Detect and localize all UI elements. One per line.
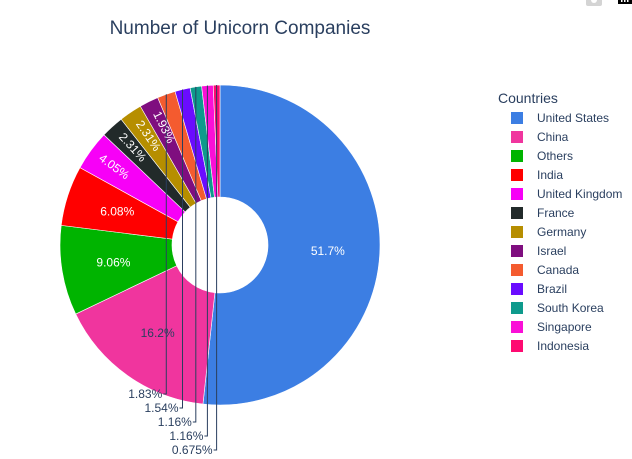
legend-label: United Kingdom: [537, 187, 622, 201]
legend-swatch: [511, 188, 523, 200]
legend-swatch: [511, 131, 523, 143]
legend-label: Singapore: [537, 320, 592, 334]
legend-swatch: [511, 321, 523, 333]
legend-item-germany[interactable]: Germany: [511, 225, 586, 239]
legend-label: Canada: [537, 263, 579, 277]
legend-item-others[interactable]: Others: [511, 149, 573, 163]
legend-label: China: [537, 130, 569, 144]
legend-label: Brazil: [537, 282, 567, 296]
legend-item-canada[interactable]: Canada: [511, 263, 579, 277]
legend-label: Indonesia: [537, 339, 589, 353]
slice-label-south-korea: 1.16%: [158, 415, 192, 429]
legend-item-india[interactable]: India: [511, 168, 563, 182]
legend-label: Israel: [537, 244, 566, 258]
legend-title: Countries: [498, 90, 558, 106]
legend-swatch: [511, 245, 523, 257]
slice-label-canada: 1.83%: [128, 387, 162, 401]
legend-label: India: [537, 168, 563, 182]
legend-label: France: [537, 206, 575, 220]
camera-icon[interactable]: [586, 0, 602, 6]
connector-singapore: [204, 85, 208, 437]
label-connectors: [163, 85, 218, 451]
legend-swatch: [511, 207, 523, 219]
legend-swatch: [511, 283, 523, 295]
legend-label: Germany: [537, 225, 586, 239]
pie-slices: [59, 84, 381, 406]
legend-item-brazil[interactable]: Brazil: [511, 282, 567, 296]
plotly-logo-icon[interactable]: [618, 0, 632, 4]
legend-item-france[interactable]: France: [511, 206, 575, 220]
slice-label-others: 9.06%: [96, 255, 130, 269]
legend-item-singapore[interactable]: Singapore: [511, 320, 592, 334]
legend-item-south-korea[interactable]: South Korea: [511, 301, 604, 315]
connector-canada: [163, 94, 167, 395]
chart-title: Number of Unicorn Companies: [110, 18, 371, 39]
legend: United States China Others India United King…: [511, 111, 622, 353]
slice-label-brazil: 1.54%: [144, 401, 178, 415]
slice-label-indonesia: 0.675%: [172, 443, 213, 454]
legend-item-israel[interactable]: Israel: [511, 244, 566, 258]
slice-label-united-states: 51.7%: [311, 244, 345, 258]
legend-label: South Korea: [537, 301, 604, 315]
pie-slice-united-states[interactable]: [202, 84, 381, 406]
legend-item-united-kingdom[interactable]: United Kingdom: [511, 187, 622, 201]
slice-label-india: 6.08%: [100, 205, 134, 219]
legend-swatch: [511, 169, 523, 181]
connector-south-korea: [192, 86, 197, 423]
legend-swatch: [511, 264, 523, 276]
legend-swatch: [511, 302, 523, 314]
slice-label-singapore: 1.16%: [169, 429, 203, 443]
legend-swatch: [511, 112, 523, 124]
legend-label: United States: [537, 111, 609, 125]
legend-swatch: [511, 150, 523, 162]
legend-item-united-states[interactable]: United States: [511, 111, 609, 125]
legend-swatch: [511, 226, 523, 238]
pie-slice-china[interactable]: [75, 265, 216, 405]
legend-swatch: [511, 340, 523, 352]
legend-item-indonesia[interactable]: Indonesia: [511, 339, 589, 353]
connector-brazil: [179, 89, 184, 409]
slice-label-china: 16.2%: [141, 326, 175, 340]
legend-label: Others: [537, 149, 573, 163]
legend-item-china[interactable]: China: [511, 130, 569, 144]
connector-indonesia: [213, 85, 218, 451]
